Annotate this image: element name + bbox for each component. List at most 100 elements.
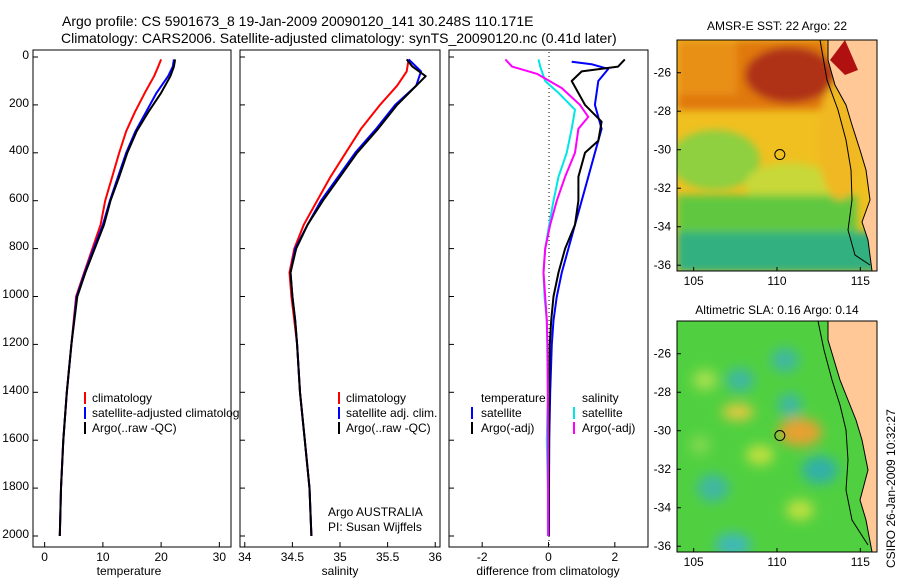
difference-panel: -2 0 2 difference from climatology tempe… — [448, 49, 649, 578]
depth-tick-400: 400 — [9, 143, 29, 157]
difference-ticks — [449, 56, 616, 547]
sla-map-ticks — [677, 353, 861, 552]
temp-xtick-20: 20 — [154, 550, 168, 564]
sal-xtick-34: 34 — [238, 550, 252, 564]
sst-shelf-contour — [819, 40, 871, 266]
sla-xtick-110: 110 — [767, 555, 786, 569]
sst-field — [677, 40, 877, 271]
sla-map-panel: Altimetric SLA: 0.16 Argo: 0.14 — [654, 303, 878, 569]
depth-tick-1400: 1400 — [2, 383, 29, 397]
salinity-panel: 34 34.5 35 35.5 36 salinity climatology … — [238, 49, 442, 578]
legend-salinity-title: salinity — [582, 391, 619, 405]
sla-xtick-105: 105 — [684, 555, 704, 569]
sst-ytick-36: -36 — [654, 258, 672, 272]
legend-diff-satellite: satellite — [481, 406, 522, 420]
sst-hot-core — [745, 47, 835, 103]
temperature-legend: climatology satellite-adjusted climatolo… — [84, 391, 245, 435]
salinity-axis-label: salinity — [322, 564, 359, 578]
salinity-legend: climatology satellite adj. clim. Argo(..… — [338, 391, 437, 435]
sla-shelf-contour — [817, 321, 869, 546]
sla-low-3 — [778, 393, 802, 417]
sla-ytick-36: -36 — [654, 539, 672, 553]
legend-temperature-title: temperature — [481, 391, 546, 405]
sla-ytick-26: -26 — [654, 347, 672, 361]
series-line-1-2-argo-raw-qc — [58, 59, 177, 537]
depth-tick-1200: 1200 — [2, 335, 29, 349]
depth-axis-labels: 0 200 400 600 800 1000 1200 1400 1600 18… — [2, 48, 29, 541]
temp-xtick-30: 30 — [213, 550, 227, 564]
legend-sal-satellite: satellite adj. clim. — [346, 406, 437, 420]
sst-argo-marker — [774, 149, 786, 161]
sla-low-6 — [715, 533, 751, 552]
depth-tick-0: 0 — [22, 48, 29, 62]
legend-sal-climatology: climatology — [346, 391, 406, 405]
sst-map-ticks — [677, 72, 861, 271]
sla-low-2 — [771, 348, 799, 372]
sst-coastal-hot — [830, 40, 858, 75]
sst-map-title: AMSR-E SST: 22 Argo: 22 — [707, 19, 847, 33]
temp-xtick-0: 0 — [41, 550, 48, 564]
title-line-1: Argo profile: CS 5901673_8 19-Jan-2009 2… — [62, 13, 533, 29]
sla-high-5 — [786, 500, 814, 520]
series-line-3-0-satellite — [547, 60, 610, 537]
legend-diff-argo: Argo(-adj) — [481, 421, 534, 435]
sst-ytick-32: -32 — [654, 181, 672, 195]
diff-xtick-neg2: -2 — [477, 550, 488, 564]
salinity-lines — [288, 58, 427, 537]
sla-argo-marker — [774, 430, 786, 442]
sla-ytick-30: -30 — [654, 424, 672, 438]
sla-high-4 — [746, 445, 774, 465]
sst-blobs — [677, 40, 877, 271]
sst-ytick-30: -30 — [654, 143, 672, 157]
diff-xtick-2: 2 — [611, 550, 618, 564]
footer-timestamp: CSIRO 26-Jan-2009 10:32:27 — [884, 409, 898, 568]
sst-warm-nw — [677, 40, 737, 95]
sst-xtick-105: 105 — [684, 274, 704, 288]
legend-sal-argo: Argo(..raw -QC) — [346, 421, 431, 435]
pi-note: PI: Susan Wijffels — [328, 520, 422, 534]
legend-argo-raw: Argo(..raw -QC) — [92, 421, 177, 435]
depth-tick-1800: 1800 — [2, 479, 29, 493]
depth-tick-200: 200 — [9, 96, 29, 110]
series-line-3-3-argo-adj — [504, 58, 590, 537]
legend-sal-diff-argo: Argo(-adj) — [582, 421, 635, 435]
legend-climatology: climatology — [92, 391, 152, 405]
sla-ytick-28: -28 — [654, 385, 672, 399]
temperature-axis-label: temperature — [97, 564, 162, 578]
legend-sal-diff-satellite: satellite — [582, 406, 623, 420]
sla-xtick-115: 115 — [851, 555, 870, 569]
temperature-ticks — [33, 56, 220, 547]
sst-xtick-110: 110 — [767, 274, 786, 288]
title-line-2: Climatology: CARS2006. Satellite-adjuste… — [61, 30, 617, 46]
sst-ytick-28: -28 — [654, 104, 672, 118]
sst-ytick-26: -26 — [654, 66, 672, 80]
temperature-axes-box — [32, 49, 232, 548]
sla-blobs — [690, 348, 838, 552]
depth-tick-1000: 1000 — [2, 287, 29, 301]
argo-australia-note: Argo AUSTRALIA — [328, 505, 423, 519]
sst-map-panel: AMSR-E SST: 22 Argo: 22 -26 -28 -30 -32 … — [654, 19, 878, 288]
sla-australia-coast — [827, 321, 877, 552]
diff-xtick-0: 0 — [545, 550, 552, 564]
australia-coast — [827, 40, 877, 271]
sla-low-1 — [726, 368, 754, 392]
temperature-panel: 0 10 20 30 temperature climatology satel… — [32, 49, 245, 578]
sal-xtick-35: 35 — [333, 550, 347, 564]
sal-xtick-35-5: 35.5 — [376, 550, 400, 564]
sla-ytick-32: -32 — [654, 462, 672, 476]
salinity-ticks — [240, 56, 436, 547]
sst-ytick-34: -34 — [654, 220, 672, 234]
sst-green-west — [677, 130, 760, 190]
sst-xtick-115: 115 — [851, 274, 870, 288]
sla-high-2 — [722, 404, 754, 420]
temp-xtick-10: 10 — [96, 550, 110, 564]
sst-cool-south — [677, 232, 877, 271]
sla-high-1 — [693, 370, 717, 390]
sla-low-4 — [697, 474, 729, 502]
depth-tick-800: 800 — [9, 239, 29, 253]
series-line-3-1-argo-adj — [547, 58, 626, 537]
temperature-lines — [58, 59, 177, 537]
sla-low-5 — [802, 456, 838, 484]
sla-mid-1 — [690, 435, 710, 455]
